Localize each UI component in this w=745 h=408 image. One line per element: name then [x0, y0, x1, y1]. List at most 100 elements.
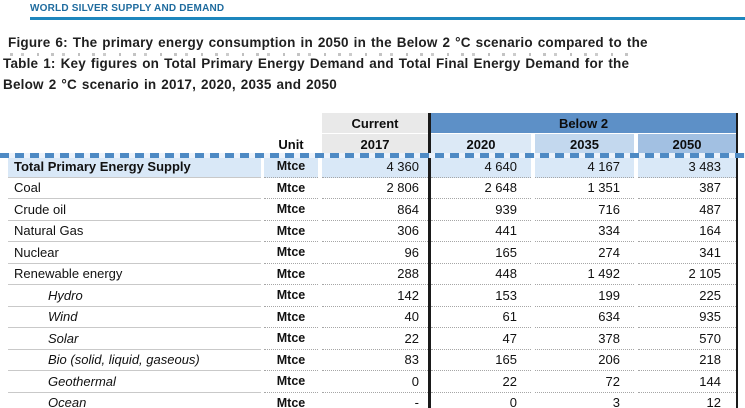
value-2017: 96 — [322, 242, 428, 264]
col-group-header-below2: Below 2 — [431, 113, 736, 133]
unit-cell: Mtce — [264, 328, 318, 350]
value-2050: 387 — [638, 178, 736, 199]
value-2050: 144 — [638, 371, 736, 393]
row-label: Geothermal — [8, 371, 261, 393]
row-label: Bio (solid, liquid, gaseous) — [8, 350, 261, 371]
value-2035: 3 — [535, 393, 634, 408]
table-row: Total Primary Energy Supply Mtce 4 360 4 64… — [8, 156, 738, 178]
header-rule — [30, 17, 745, 20]
value-2050: 570 — [638, 328, 736, 350]
row-label: Solar — [8, 328, 261, 350]
column-divider-left — [428, 113, 431, 408]
value-2050: 12 — [638, 393, 736, 408]
value-2035: 206 — [535, 350, 634, 371]
value-2035: 378 — [535, 328, 634, 350]
table-row: Natural Gas Mtce 306 441 334 164 — [8, 221, 738, 242]
year-header-2017: 2017 — [322, 134, 428, 155]
value-2020: 47 — [431, 328, 531, 350]
value-2017: 83 — [322, 350, 428, 371]
row-label: Crude oil — [8, 199, 261, 221]
unit-cell: Mtce — [264, 350, 318, 371]
value-2017: 306 — [322, 221, 428, 242]
value-2020: 0 — [431, 393, 531, 408]
value-2017: 4 360 — [322, 156, 428, 178]
year-header-2035: 2035 — [535, 134, 634, 155]
col-group-header-current: Current — [322, 113, 428, 133]
table-row: Coal Mtce 2 806 2 648 1 351 387 — [8, 178, 738, 199]
value-2050: 164 — [638, 221, 736, 242]
unit-cell: Mtce — [264, 264, 318, 285]
unit-column-header: Unit — [264, 134, 318, 155]
value-2020: 4 640 — [431, 156, 531, 178]
table-row: Renewable energy Mtce 288 448 1 492 2 105 — [8, 264, 738, 285]
value-2020: 61 — [431, 307, 531, 328]
value-2050: 225 — [638, 285, 736, 307]
value-2017: 288 — [322, 264, 428, 285]
value-2020: 22 — [431, 371, 531, 393]
value-2035: 4 167 — [535, 156, 634, 178]
value-2020: 165 — [431, 242, 531, 264]
table-row: Bio (solid, liquid, gaseous) Mtce 83 165 206… — [8, 350, 738, 371]
unit-cell: Mtce — [264, 199, 318, 221]
table-caption-line1: Table 1: Key figures on Total Primary En… — [3, 56, 630, 71]
energy-table: Current Below 2 Unit 2017 2020 2035 2050… — [0, 113, 745, 408]
table-row: Solar Mtce 22 47 378 570 — [8, 328, 738, 350]
value-2020: 939 — [431, 199, 531, 221]
year-header-2020: 2020 — [431, 134, 531, 155]
unit-cell: Mtce — [264, 393, 318, 408]
table-row: Ocean Mtce -0 3 12 — [8, 393, 738, 408]
column-divider-right — [736, 113, 738, 408]
value-2050: 218 — [638, 350, 736, 371]
page-break-dashed-line — [0, 153, 745, 158]
value-2020: 165 — [431, 350, 531, 371]
row-label: Natural Gas — [8, 221, 261, 242]
table-body: Total Primary Energy Supply Mtce 4 360 4 64… — [8, 156, 738, 408]
row-label: Renewable energy — [8, 264, 261, 285]
value-2017: - — [322, 393, 428, 408]
value-2050: 2 105 — [638, 264, 736, 285]
value-2017: 864 — [322, 199, 428, 221]
overlapped-text-artifact — [10, 53, 630, 57]
value-2035: 634 — [535, 307, 634, 328]
figure-caption: Figure 6: The primary energy consumption… — [8, 35, 648, 50]
row-label: Total Primary Energy Supply — [8, 156, 261, 178]
value-2035: 716 — [535, 199, 634, 221]
unit-cell: Mtce — [264, 156, 318, 178]
year-header-2050: 2050 — [638, 134, 736, 155]
table-row: Nuclear Mtce 96 165 274 341 — [8, 242, 738, 264]
row-label: Nuclear — [8, 242, 261, 264]
table-row: Crude oil Mtce 864 939 716 487 — [8, 199, 738, 221]
unit-cell: Mtce — [264, 242, 318, 264]
row-label: Ocean — [8, 393, 261, 408]
value-2017: 2 806 — [322, 178, 428, 199]
value-2035: 274 — [535, 242, 634, 264]
running-header-title: WORLD SILVER SUPPLY AND DEMAND — [30, 3, 225, 14]
table-caption-line2: Below 2 °C scenario in 2017, 2020, 2035 … — [3, 77, 337, 92]
value-2020: 448 — [431, 264, 531, 285]
row-label: Coal — [8, 178, 261, 199]
value-2035: 72 — [535, 371, 634, 393]
value-2017: 22 — [322, 328, 428, 350]
value-2050: 487 — [638, 199, 736, 221]
row-label: Wind — [8, 307, 261, 328]
unit-cell: Mtce — [264, 307, 318, 328]
value-2020: 153 — [431, 285, 531, 307]
value-2017: 0 — [322, 371, 428, 393]
value-2020: 441 — [431, 221, 531, 242]
unit-cell: Mtce — [264, 371, 318, 393]
value-2035: 199 — [535, 285, 634, 307]
value-2035: 334 — [535, 221, 634, 242]
table-row: Geothermal Mtce 0 22 72 144 — [8, 371, 738, 393]
unit-cell: Mtce — [264, 178, 318, 199]
value-2020: 2 648 — [431, 178, 531, 199]
value-2035: 1 492 — [535, 264, 634, 285]
unit-cell: Mtce — [264, 221, 318, 242]
value-2050: 935 — [638, 307, 736, 328]
table-row: Wind Mtce 40 61 634 935 — [8, 307, 738, 328]
value-2050: 3 483 — [638, 156, 736, 178]
value-2017: 40 — [322, 307, 428, 328]
value-2035: 1 351 — [535, 178, 634, 199]
value-2050: 341 — [638, 242, 736, 264]
row-label: Hydro — [8, 285, 261, 307]
